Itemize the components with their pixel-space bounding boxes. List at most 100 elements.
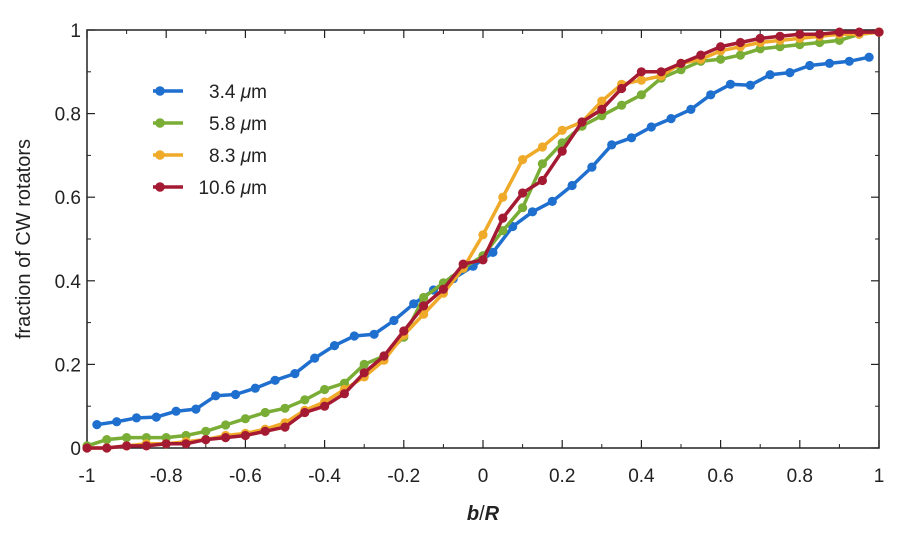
series-layer <box>82 27 884 453</box>
x-tick-label: -0.6 <box>229 466 262 487</box>
data-point <box>706 90 716 100</box>
data-point <box>339 389 349 399</box>
data-point <box>527 207 538 217</box>
data-point <box>587 162 597 172</box>
data-point <box>775 42 785 52</box>
series-3-4-um <box>92 52 874 430</box>
data-point <box>725 79 736 89</box>
data-point <box>755 33 765 44</box>
data-point <box>201 426 211 436</box>
data-point <box>349 331 359 341</box>
data-point <box>112 417 122 427</box>
data-point <box>666 114 676 124</box>
data-point <box>537 175 548 186</box>
data-point <box>290 369 300 379</box>
data-point <box>92 420 102 430</box>
data-point <box>329 341 340 351</box>
data-point <box>320 401 330 411</box>
data-point <box>636 90 647 100</box>
x-axis-label-slash: / <box>479 503 485 525</box>
data-point <box>636 67 647 77</box>
legend-label: 3.4 μm <box>209 82 267 103</box>
legend: 3.4 μm 5.8 μm 8.3 μm 10.6 μm <box>153 82 267 199</box>
legend-item: 8.3 μm <box>153 146 267 167</box>
data-point <box>230 389 241 400</box>
data-point <box>369 329 379 339</box>
data-point <box>537 142 548 152</box>
data-point <box>191 404 201 414</box>
data-point <box>181 439 191 449</box>
data-point <box>498 192 508 202</box>
x-tick-label: -0.2 <box>387 466 420 487</box>
data-point <box>419 309 429 319</box>
legend-item: 10.6 μm <box>153 178 267 199</box>
data-point <box>824 58 835 68</box>
x-tick-label: -1 <box>79 466 96 487</box>
data-point <box>409 299 419 309</box>
data-point <box>498 226 508 236</box>
data-point <box>131 413 142 423</box>
data-point <box>735 37 746 48</box>
y-tick-label: 0 <box>70 439 81 460</box>
data-point <box>161 439 171 449</box>
legend-label: 8.3 μm <box>209 146 267 167</box>
data-point <box>280 422 290 432</box>
data-point <box>617 100 627 110</box>
data-point <box>686 104 696 114</box>
data-point <box>300 395 310 405</box>
data-point <box>785 68 795 78</box>
x-axis-label-b: b <box>467 503 479 525</box>
data-point <box>320 384 330 395</box>
y-tick-label: 0.6 <box>55 188 81 209</box>
data-point <box>151 412 161 422</box>
data-point <box>607 140 617 150</box>
data-point <box>518 155 528 165</box>
x-tick-label: 0.6 <box>707 466 733 487</box>
data-point <box>300 407 310 418</box>
data-point <box>636 75 647 85</box>
data-point <box>102 443 112 453</box>
legend-swatch-marker <box>155 182 165 192</box>
data-point <box>626 133 637 143</box>
x-tick-label: 0 <box>478 466 489 487</box>
data-point <box>359 368 369 378</box>
data-point <box>617 83 627 94</box>
x-axis-label: b/R <box>467 503 500 525</box>
y-tick-label: 0.8 <box>55 105 81 126</box>
data-point <box>775 31 785 41</box>
series-line <box>87 30 880 450</box>
data-point <box>537 159 548 169</box>
data-point <box>716 54 726 64</box>
data-point <box>389 315 399 326</box>
data-point <box>557 125 567 135</box>
data-point <box>122 433 132 443</box>
data-point <box>141 441 151 451</box>
data-point <box>597 96 607 106</box>
data-point <box>498 213 508 223</box>
legend-item: 5.8 μm <box>153 114 267 135</box>
data-point <box>359 359 369 369</box>
data-point <box>201 435 211 445</box>
data-point <box>478 255 488 265</box>
data-point <box>488 247 498 257</box>
data-point <box>577 117 587 127</box>
data-point <box>518 188 528 198</box>
data-point <box>399 326 409 336</box>
legend-swatch-marker <box>155 86 165 96</box>
data-point <box>122 441 132 451</box>
data-point <box>478 230 488 240</box>
data-point <box>260 407 270 418</box>
data-point <box>438 284 448 294</box>
data-point <box>211 391 221 401</box>
data-point <box>755 44 765 54</box>
legend-swatch-marker <box>155 118 165 128</box>
y-tick-label: 1 <box>70 21 81 42</box>
data-point <box>597 111 607 121</box>
data-point <box>874 27 884 37</box>
x-tick-label: -0.8 <box>150 466 183 487</box>
data-point <box>864 52 874 62</box>
x-tick-label: 1 <box>874 466 885 487</box>
data-point <box>250 383 260 393</box>
data-point <box>102 435 112 445</box>
tick-labels: -1 -0.8 -0.6 -0.4 -0.2 0 0.2 0.4 0.6 0.8 1 0 0.2 0.4 0… <box>55 21 885 487</box>
